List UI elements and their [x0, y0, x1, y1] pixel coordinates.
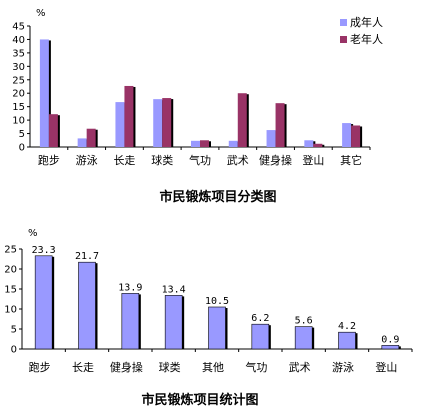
chart2-bar	[164, 295, 183, 350]
chart2-y-tick-label: 15	[4, 285, 17, 296]
chart1-category-label: 气功	[189, 153, 211, 167]
chart1-bar	[86, 128, 96, 147]
chart2-data-label: 5.6	[295, 316, 313, 327]
classification-chart: % 0 5 10 15 20 25 30 35 40 45 跑步 游泳 长走 球类 气功 武术 健身操 登山 其它…	[12, 8, 383, 205]
chart1-bar	[39, 39, 49, 147]
chart2-data-label: 13.4	[162, 284, 186, 295]
chart2-category-label: 跑步	[29, 360, 51, 374]
chart1-legend-swatch	[340, 19, 347, 26]
chart1-y-tick-label: 20	[12, 89, 25, 100]
chart2-y-tick-label: 10	[4, 305, 17, 316]
chart1-y-tick-label: 40	[12, 35, 25, 46]
chart1-bar	[162, 98, 172, 147]
chart1-title: 市民锻炼项目分类图	[159, 189, 276, 205]
chart1-bar	[77, 138, 87, 147]
chart2-bar	[251, 323, 270, 350]
chart1-category-label: 武术	[227, 154, 249, 167]
chart1-y-tick-label: 45	[12, 22, 25, 33]
chart1-y-tick-label: 0	[19, 143, 25, 154]
chart2-category-label: 气功	[245, 360, 267, 374]
chart1-y-tick-label: 35	[12, 48, 25, 59]
chart1-bar	[191, 140, 200, 147]
chart1-bar	[115, 102, 125, 147]
chart2-y-tick-label: 5	[11, 325, 17, 336]
statistics-chart: % 0 5 10 15 20 25 23.3 21.7 13.9 13.4 10.5 6.2 5.6 4…	[4, 228, 413, 408]
chart2-data-label: 0.9	[381, 334, 399, 345]
chart2-data-label: 6.2	[251, 313, 269, 324]
chart2-y-tick-label: 0	[11, 345, 17, 356]
chart1-y-tick-label: 25	[12, 75, 25, 86]
chart2-data-label: 10.5	[205, 296, 229, 307]
chart1-category-label: 跑步	[38, 153, 60, 167]
chart1-bar	[200, 140, 209, 147]
chart2-data-label: 13.9	[118, 282, 142, 293]
chart2-category-label: 健身操	[110, 360, 143, 374]
chart1-bar	[237, 93, 247, 147]
chart2-data-label: 4.2	[338, 321, 356, 332]
chart1-category-label: 游泳	[76, 153, 98, 167]
chart2-y-tick-label: 25	[4, 245, 17, 256]
chart1-bar	[48, 114, 58, 147]
chart1-y-tick-label: 15	[12, 102, 25, 113]
chart2-y-tick-label: 20	[4, 265, 17, 276]
chart2-bar	[78, 261, 96, 350]
chart1-legend-label: 成年人	[350, 15, 383, 29]
chart1-y-tick-label: 5	[19, 129, 25, 140]
chart1-bar	[275, 103, 285, 147]
chart1-bar	[313, 143, 323, 147]
chart1-bar	[153, 99, 163, 147]
chart1-bar	[342, 123, 352, 147]
chart2-category-label: 球类	[159, 360, 181, 374]
chart2-bar	[381, 345, 400, 350]
chart2-category-label: 其他	[202, 361, 224, 374]
chart1-category-label: 长走	[113, 154, 135, 167]
chart2-bar	[34, 255, 53, 350]
chart2-category-label: 长走	[72, 361, 94, 374]
chart1-category-label: 其它	[340, 153, 362, 167]
chart2-data-label: 21.7	[75, 251, 99, 262]
chart2-bar	[338, 331, 356, 350]
chart1-legend-swatch	[340, 36, 347, 43]
chart1-category-label: 球类	[151, 153, 173, 167]
chart1-y-tick-label: 30	[12, 62, 25, 73]
chart1-bar	[304, 140, 314, 147]
chart1-y-tick-label: 10	[12, 116, 25, 127]
chart1-bar	[266, 130, 276, 147]
chart2-data-label: 23.3	[32, 245, 56, 256]
chart2-category-label: 登山	[375, 360, 397, 374]
chart2-bar	[121, 293, 140, 350]
chart2-bar	[294, 326, 313, 350]
chart1-bar	[228, 140, 238, 147]
chart2-category-label: 游泳	[332, 360, 354, 374]
chart1-bar	[351, 125, 361, 147]
chart1-category-label: 健身操	[259, 153, 292, 167]
chart2-title: 市民锻炼项目统计图	[141, 392, 258, 408]
chart1-bar	[124, 85, 134, 147]
chart2-category-label: 武术	[289, 361, 311, 374]
chart1-legend-label: 老年人	[350, 32, 383, 46]
chart2-y-unit: %	[28, 228, 38, 239]
chart1-category-label: 登山	[302, 153, 324, 167]
chart2-bar	[208, 306, 226, 350]
chart1-y-unit: %	[36, 8, 46, 19]
